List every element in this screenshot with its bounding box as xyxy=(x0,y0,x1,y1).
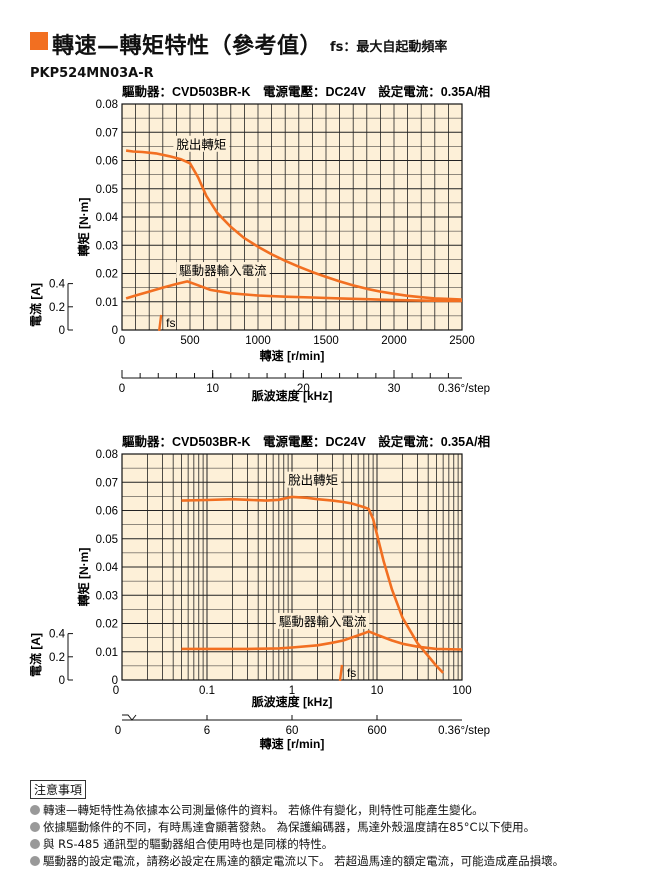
page-subtitle: fs：最大自起動頻率 xyxy=(330,40,448,55)
x2-axis-label: 轉速 [r/min] xyxy=(260,736,325,751)
chart-condition: 驅動器：CVD503BR-K 電源電壓：DC24V 設定電流：0.35A/相 xyxy=(122,84,490,99)
x-tick-label: 1000 xyxy=(245,335,271,347)
x2-end-label: 0.36°/step xyxy=(438,383,490,395)
x2-tick-label: 60 xyxy=(286,725,299,737)
notes-section: 注意事項 轉速—轉矩特性為依據本公司測量條件的資料。 若條件有變化，則特性可能產… xyxy=(30,780,630,870)
x-tick-label: 2500 xyxy=(449,335,475,347)
y-tick-label: 0.04 xyxy=(96,212,119,224)
model-name: PKP524MN03A-R xyxy=(30,66,154,81)
y-tick-label: 0.01 xyxy=(96,647,118,659)
annotation-label: 驅動器輸入電流 xyxy=(279,614,367,629)
x-tick-label: 1500 xyxy=(313,335,339,347)
y-tick-label: 0.07 xyxy=(96,127,118,139)
y-tick-label: 0.01 xyxy=(96,297,118,309)
y-axis-label: 轉矩 [N·m] xyxy=(76,198,91,257)
plot-frame xyxy=(121,103,463,331)
y-tick-label: 0 xyxy=(112,325,118,337)
y2-axis-label: 電流 [A] xyxy=(28,283,43,327)
chart-2: 驅動器：CVD503BR-K 電源電壓：DC24V 設定電流：0.35A/相00… xyxy=(28,434,490,751)
x-tick-label: 10 xyxy=(371,685,384,697)
series-line-2 xyxy=(125,280,462,303)
chart-1: 驅動器：CVD503BR-K 電源電壓：DC24V 設定電流：0.35A/相00… xyxy=(28,84,490,403)
y2-axis-label: 電流 [A] xyxy=(28,633,43,677)
bullet-icon xyxy=(30,822,40,832)
page-title: 轉速—轉矩特性（參考值） xyxy=(52,34,323,59)
x-tick-label: 1 xyxy=(289,685,295,697)
y2-tick-label: 0 xyxy=(59,675,65,687)
note-item: 依據驅動條件的不同，有時馬達會顯著發熱。 為保護編碼器，馬達外殼溫度請在85°C… xyxy=(30,819,630,836)
y-tick-label: 0.05 xyxy=(96,534,118,546)
x-origin-label: 0 xyxy=(113,685,119,697)
axis-break-mark xyxy=(122,714,137,721)
y-tick-label: 0.08 xyxy=(96,99,118,111)
y2-tick-label: 0.4 xyxy=(49,279,66,291)
plot-frame xyxy=(121,453,463,681)
x-tick-label: 0 xyxy=(119,335,125,347)
bullet-icon xyxy=(30,839,40,849)
y-tick-label: 0.02 xyxy=(96,619,118,631)
y-tick-label: 0.07 xyxy=(96,477,118,489)
annotation-bg xyxy=(176,262,270,279)
y-tick-label: 0.06 xyxy=(96,156,118,168)
bullet-icon xyxy=(30,856,40,866)
chart-condition: 驅動器：CVD503BR-K 電源電壓：DC24V 設定電流：0.35A/相 xyxy=(122,434,490,449)
x-tick-label: 100 xyxy=(452,685,471,697)
y2-tick-label: 0 xyxy=(59,325,65,337)
fs-marker xyxy=(157,314,163,332)
y-tick-label: 0.05 xyxy=(96,184,118,196)
x-tick-label: 0.1 xyxy=(199,685,215,697)
annotation-bg xyxy=(275,612,370,629)
fs-label: fs xyxy=(166,316,175,330)
x2-tick-label: 20 xyxy=(297,383,310,395)
y-tick-label: 0.03 xyxy=(96,240,118,252)
series-line-1 xyxy=(181,495,445,674)
y-tick-label: 0.02 xyxy=(96,269,118,281)
series-line-2 xyxy=(181,630,463,651)
bullet-icon xyxy=(30,805,40,815)
series-line-1 xyxy=(125,149,463,301)
x-tick-label: 500 xyxy=(180,335,199,347)
note-item: 轉速—轉矩特性為依據本公司測量條件的資料。 若條件有變化，則特性可能產生變化。 xyxy=(30,802,630,819)
x2-axis-label: 脈波速度 [kHz] xyxy=(252,388,333,403)
annotation-bg xyxy=(173,135,230,152)
annotation-label: 脫出轉矩 xyxy=(176,137,226,152)
y2-tick-label: 0.4 xyxy=(49,629,66,641)
x2-tick-label: 30 xyxy=(388,383,401,395)
fs-label: fs xyxy=(347,666,356,680)
y-tick-label: 0.03 xyxy=(96,590,118,602)
y2-tick-label: 0.2 xyxy=(49,652,65,664)
notes-title: 注意事項 xyxy=(30,780,87,799)
y-tick-label: 0.06 xyxy=(96,506,118,518)
note-item: 驅動器的設定電流，請務必設定在馬達的額定電流以下。 若超過馬達的額定電流，可能造… xyxy=(30,853,630,870)
x2-origin-label: 0 xyxy=(115,725,121,737)
y-tick-label: 0.08 xyxy=(96,449,118,461)
y-tick-label: 0.04 xyxy=(96,562,119,574)
annotation-label: 脫出轉矩 xyxy=(288,473,338,488)
annotation-bg xyxy=(285,471,342,488)
y-tick-label: 0 xyxy=(112,675,118,687)
x-tick-label: 2000 xyxy=(381,335,407,347)
x2-tick-label: 10 xyxy=(206,383,219,395)
y2-tick-label: 0.2 xyxy=(49,302,65,314)
x-axis-label: 轉速 [r/min] xyxy=(260,348,325,363)
y-axis-label: 轉矩 [N·m] xyxy=(76,548,91,607)
orange-square-icon xyxy=(30,32,48,50)
note-item: 與 RS-485 通訊型的驅動器組合使用時也是同樣的特性。 xyxy=(30,836,630,853)
x-axis-label: 脈波速度 [kHz] xyxy=(252,694,333,709)
annotation-label: 驅動器輸入電流 xyxy=(179,263,267,278)
x2-tick-label: 6 xyxy=(204,725,210,737)
fs-marker xyxy=(338,664,344,682)
x2-end-label: 0.36°/step xyxy=(438,725,490,737)
x2-tick-label: 600 xyxy=(367,725,386,737)
x2-tick-label: 0 xyxy=(119,383,125,395)
